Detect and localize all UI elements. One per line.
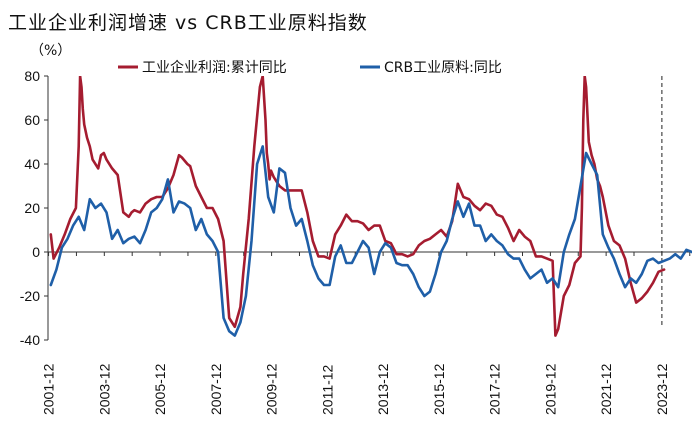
x-tick-label: 2021-12 (598, 363, 614, 415)
axes-group: -40 -20 0 20 40 60 80 2001-12 2003-12 2005-12 2007… (20, 68, 692, 415)
x-tick-label: 2009-12 (264, 363, 280, 415)
y-tick-label: 60 (24, 112, 40, 128)
series-layer (49, 76, 692, 337)
crb-series-line (49, 145, 692, 337)
x-tick-label: 2015-12 (431, 363, 447, 415)
legend: 工业企业利润:累计同比 CRB工业原料:同比 (118, 59, 502, 76)
y-tick-label: 40 (24, 156, 40, 172)
legend-label-profit: 工业企业利润:累计同比 (142, 59, 287, 76)
x-tick-label: 2019-12 (542, 363, 558, 415)
y-tick-label: 80 (24, 68, 40, 84)
y-tick-label: -40 (20, 332, 40, 348)
x-tick-label: 2003-12 (96, 363, 112, 415)
x-tick-label: 2017-12 (487, 363, 503, 415)
x-tick-label: 2023-12 (654, 363, 670, 415)
y-tick-label: 20 (24, 200, 40, 216)
x-tick-label: 2011-12 (319, 364, 335, 415)
x-tick-label: 2001-12 (41, 363, 57, 415)
chart-title: 工业企业利润增速 vs CRB工业原料指数 (8, 12, 368, 34)
x-tick-label: 2005-12 (152, 363, 168, 415)
y-axis-unit-label: （%） (30, 43, 72, 59)
legend-label-crb: CRB工业原料:同比 (384, 60, 502, 76)
x-tick-label: 2007-12 (208, 363, 224, 415)
profit-growth-series-line (49, 76, 666, 337)
y-tick-label: 0 (32, 244, 40, 260)
x-tick-label: 2013-12 (375, 363, 391, 415)
y-tick-label: -20 (20, 288, 40, 304)
